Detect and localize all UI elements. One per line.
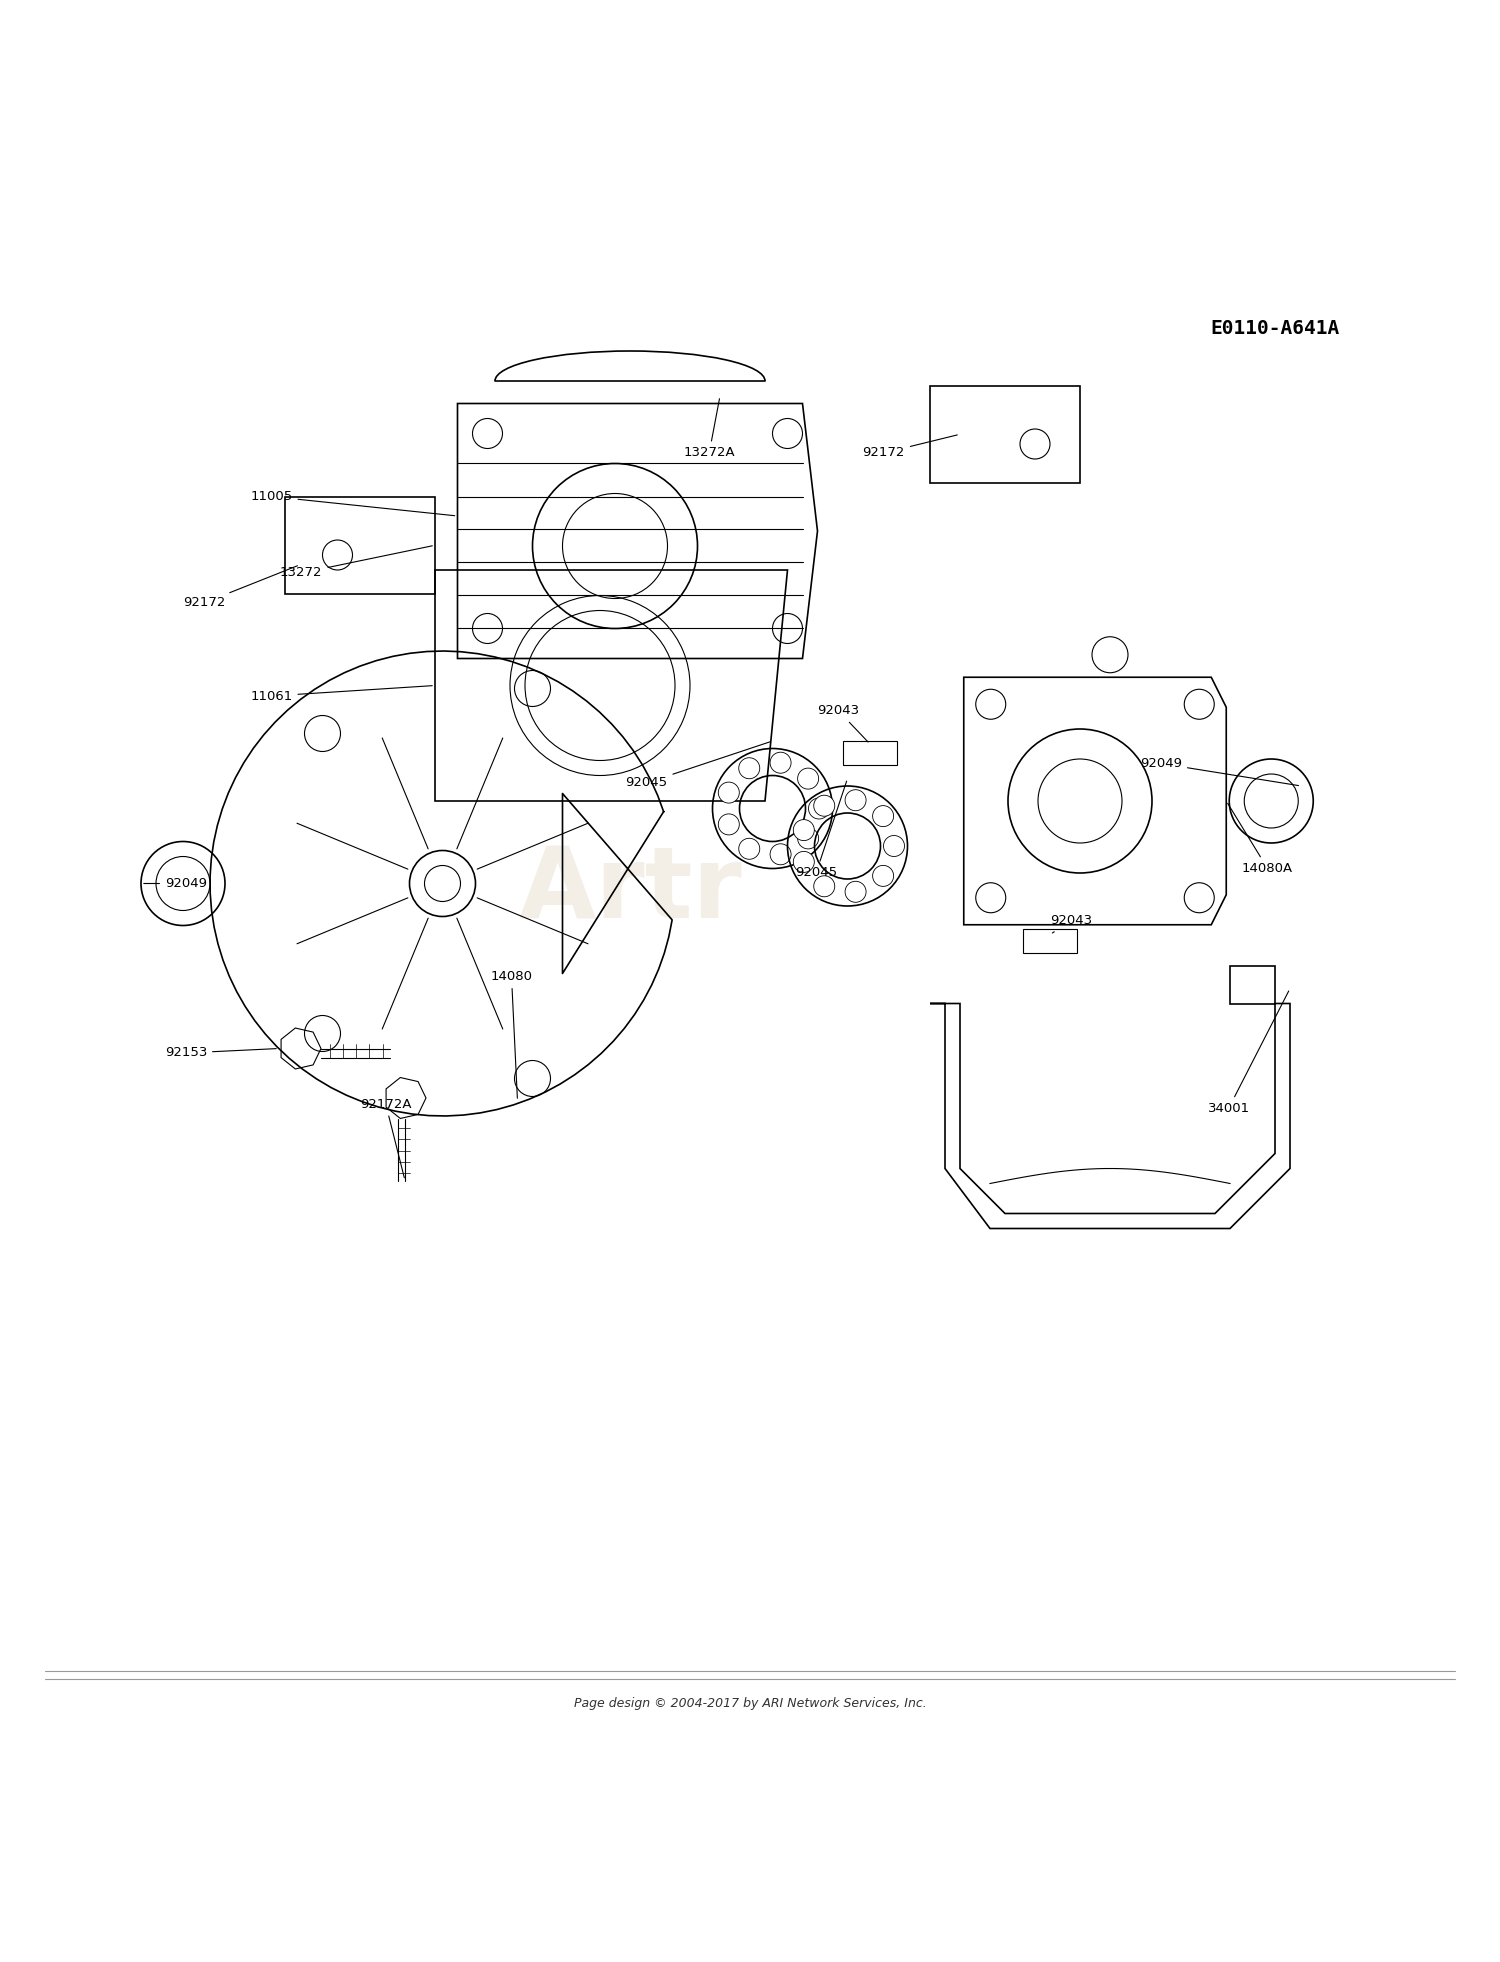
Text: 92049: 92049 xyxy=(144,877,207,891)
Circle shape xyxy=(813,795,834,816)
Circle shape xyxy=(844,881,865,903)
Circle shape xyxy=(813,875,834,897)
Text: 11005: 11005 xyxy=(251,490,454,516)
Circle shape xyxy=(1020,430,1050,459)
Circle shape xyxy=(770,844,790,865)
Circle shape xyxy=(718,814,740,836)
Circle shape xyxy=(794,852,814,873)
Text: 92045: 92045 xyxy=(626,742,770,789)
Text: 14080A: 14080A xyxy=(1227,802,1293,875)
Circle shape xyxy=(738,757,759,779)
Circle shape xyxy=(873,806,894,826)
Circle shape xyxy=(794,820,814,840)
Text: Page design © 2004-2017 by ARI Network Services, Inc.: Page design © 2004-2017 by ARI Network S… xyxy=(573,1697,927,1711)
Text: 11061: 11061 xyxy=(251,685,432,702)
Text: 92045: 92045 xyxy=(795,781,846,879)
Circle shape xyxy=(844,791,865,810)
Text: 92172: 92172 xyxy=(862,436,957,459)
Text: 92043: 92043 xyxy=(818,704,868,742)
Text: 34001: 34001 xyxy=(1208,991,1288,1114)
Circle shape xyxy=(738,838,759,859)
Circle shape xyxy=(798,767,819,789)
Circle shape xyxy=(798,828,819,850)
Text: 92172A: 92172A xyxy=(360,1097,411,1177)
Text: 92172: 92172 xyxy=(183,565,297,610)
Text: 13272: 13272 xyxy=(280,545,432,579)
Text: 92049: 92049 xyxy=(1140,757,1299,785)
Text: 14080: 14080 xyxy=(490,969,532,1099)
Circle shape xyxy=(873,865,894,887)
Circle shape xyxy=(322,540,352,571)
Circle shape xyxy=(718,783,740,802)
Circle shape xyxy=(884,836,904,857)
Text: 92153: 92153 xyxy=(165,1046,276,1059)
Circle shape xyxy=(808,799,830,818)
Text: E0110-A641A: E0110-A641A xyxy=(1210,320,1340,337)
Text: Artr: Artr xyxy=(518,842,742,940)
Text: 13272A: 13272A xyxy=(684,398,735,459)
Text: 92043: 92043 xyxy=(1050,914,1092,934)
Circle shape xyxy=(770,751,790,773)
